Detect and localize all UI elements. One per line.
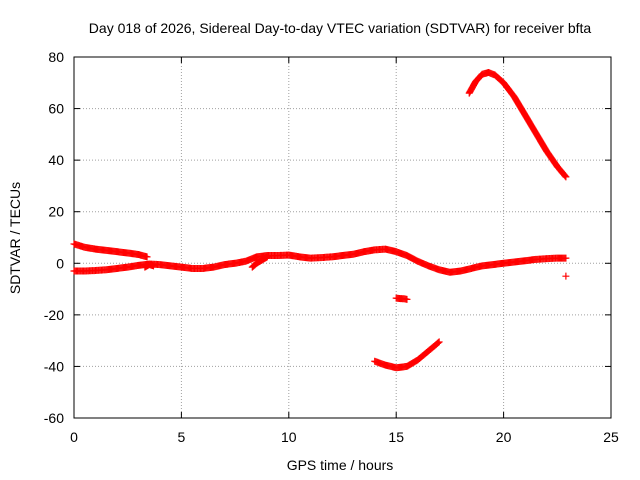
series-track-c	[248, 253, 271, 271]
data-point	[561, 172, 569, 180]
data-point	[435, 338, 443, 346]
series-track-a	[70, 240, 151, 261]
y-tick-label: 80	[48, 49, 64, 65]
y-tick-label: -40	[44, 358, 64, 374]
y-tick-label: 20	[48, 204, 64, 220]
data-points	[70, 68, 570, 372]
x-tick-label: 20	[496, 429, 512, 445]
x-tick-label: 10	[281, 429, 297, 445]
series-track-b	[70, 245, 570, 276]
y-tick-label: -20	[44, 307, 64, 323]
axis-ticks: 0 5 10 15 20 25 -60 -40 -20 0 20 40 60 80	[44, 49, 619, 445]
data-point	[562, 254, 570, 262]
y-tick-label: -60	[44, 410, 64, 426]
series-track-e	[371, 338, 443, 372]
x-tick-label: 0	[70, 429, 78, 445]
y-tick-label: 60	[48, 101, 64, 117]
data-point	[143, 253, 151, 261]
data-point	[562, 272, 570, 280]
series-track-f	[392, 294, 411, 303]
grid	[74, 57, 611, 418]
data-point	[403, 295, 411, 303]
series-track-d	[141, 261, 157, 271]
y-axis-label: SDTVAR / TECUs	[7, 182, 23, 294]
y-tick-label: 40	[48, 152, 64, 168]
data-point	[560, 171, 568, 179]
series-track-g	[465, 68, 570, 181]
chart-title: Day 018 of 2026, Sidereal Day-to-day VTE…	[89, 20, 592, 36]
x-axis-label: GPS time / hours	[287, 457, 394, 473]
data-point	[562, 173, 570, 181]
data-point	[434, 339, 442, 347]
y-tick-label: 0	[56, 255, 64, 271]
x-tick-label: 25	[603, 429, 619, 445]
x-tick-label: 15	[388, 429, 404, 445]
plot-border	[73, 56, 612, 419]
data-point	[149, 262, 157, 270]
x-tick-label: 5	[178, 429, 186, 445]
data-point	[263, 253, 271, 261]
series-outlier	[562, 272, 570, 280]
